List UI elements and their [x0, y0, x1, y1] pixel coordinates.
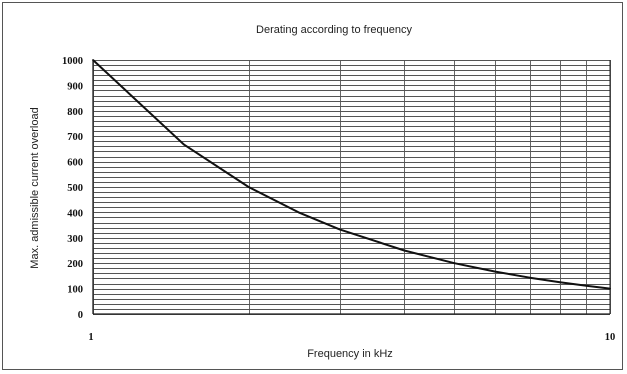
series-line: [92, 59, 611, 290]
y-tick-label: 200: [67, 259, 83, 270]
x-tick-label: 1: [88, 332, 93, 343]
data-point: [529, 276, 531, 279]
data-point: [92, 59, 94, 61]
data-point: [338, 228, 341, 231]
x-tick-labels: 1 10: [88, 332, 615, 343]
data-point: [183, 143, 185, 146]
y-tick-label: 500: [67, 183, 83, 194]
y-tick-label: 0: [78, 310, 83, 321]
y-tick-label: 100: [67, 285, 83, 296]
y-tick-label: 400: [67, 208, 83, 219]
y-axis-label: Max. admissible current overload: [29, 107, 41, 268]
y-tick-label: 300: [67, 234, 83, 245]
y-tick-label: 800: [67, 107, 83, 118]
chart-title: Derating according to frequency: [256, 24, 412, 36]
data-point: [453, 262, 456, 265]
data-point: [609, 287, 611, 290]
data-point: [247, 186, 250, 188]
chart-frame: [2, 2, 623, 370]
x-tick-label: 10: [605, 332, 616, 343]
data-point: [494, 270, 497, 273]
y-tick-label: 1000: [62, 56, 83, 67]
grid-lines: [93, 60, 611, 315]
y-tick-label: 600: [67, 158, 83, 169]
series-group: [92, 59, 611, 290]
y-tick-labels: 0 100 200 300 400 500 600 700 800 900 1000: [62, 56, 83, 321]
data-point: [297, 211, 300, 214]
y-tick-label: 700: [67, 132, 83, 143]
x-axis-label: Frequency in kHz: [307, 348, 393, 360]
axes: [92, 60, 611, 315]
data-point: [585, 284, 588, 287]
y-tick-label: 900: [67, 81, 83, 92]
data-point: [403, 249, 406, 252]
data-point: [559, 281, 561, 284]
